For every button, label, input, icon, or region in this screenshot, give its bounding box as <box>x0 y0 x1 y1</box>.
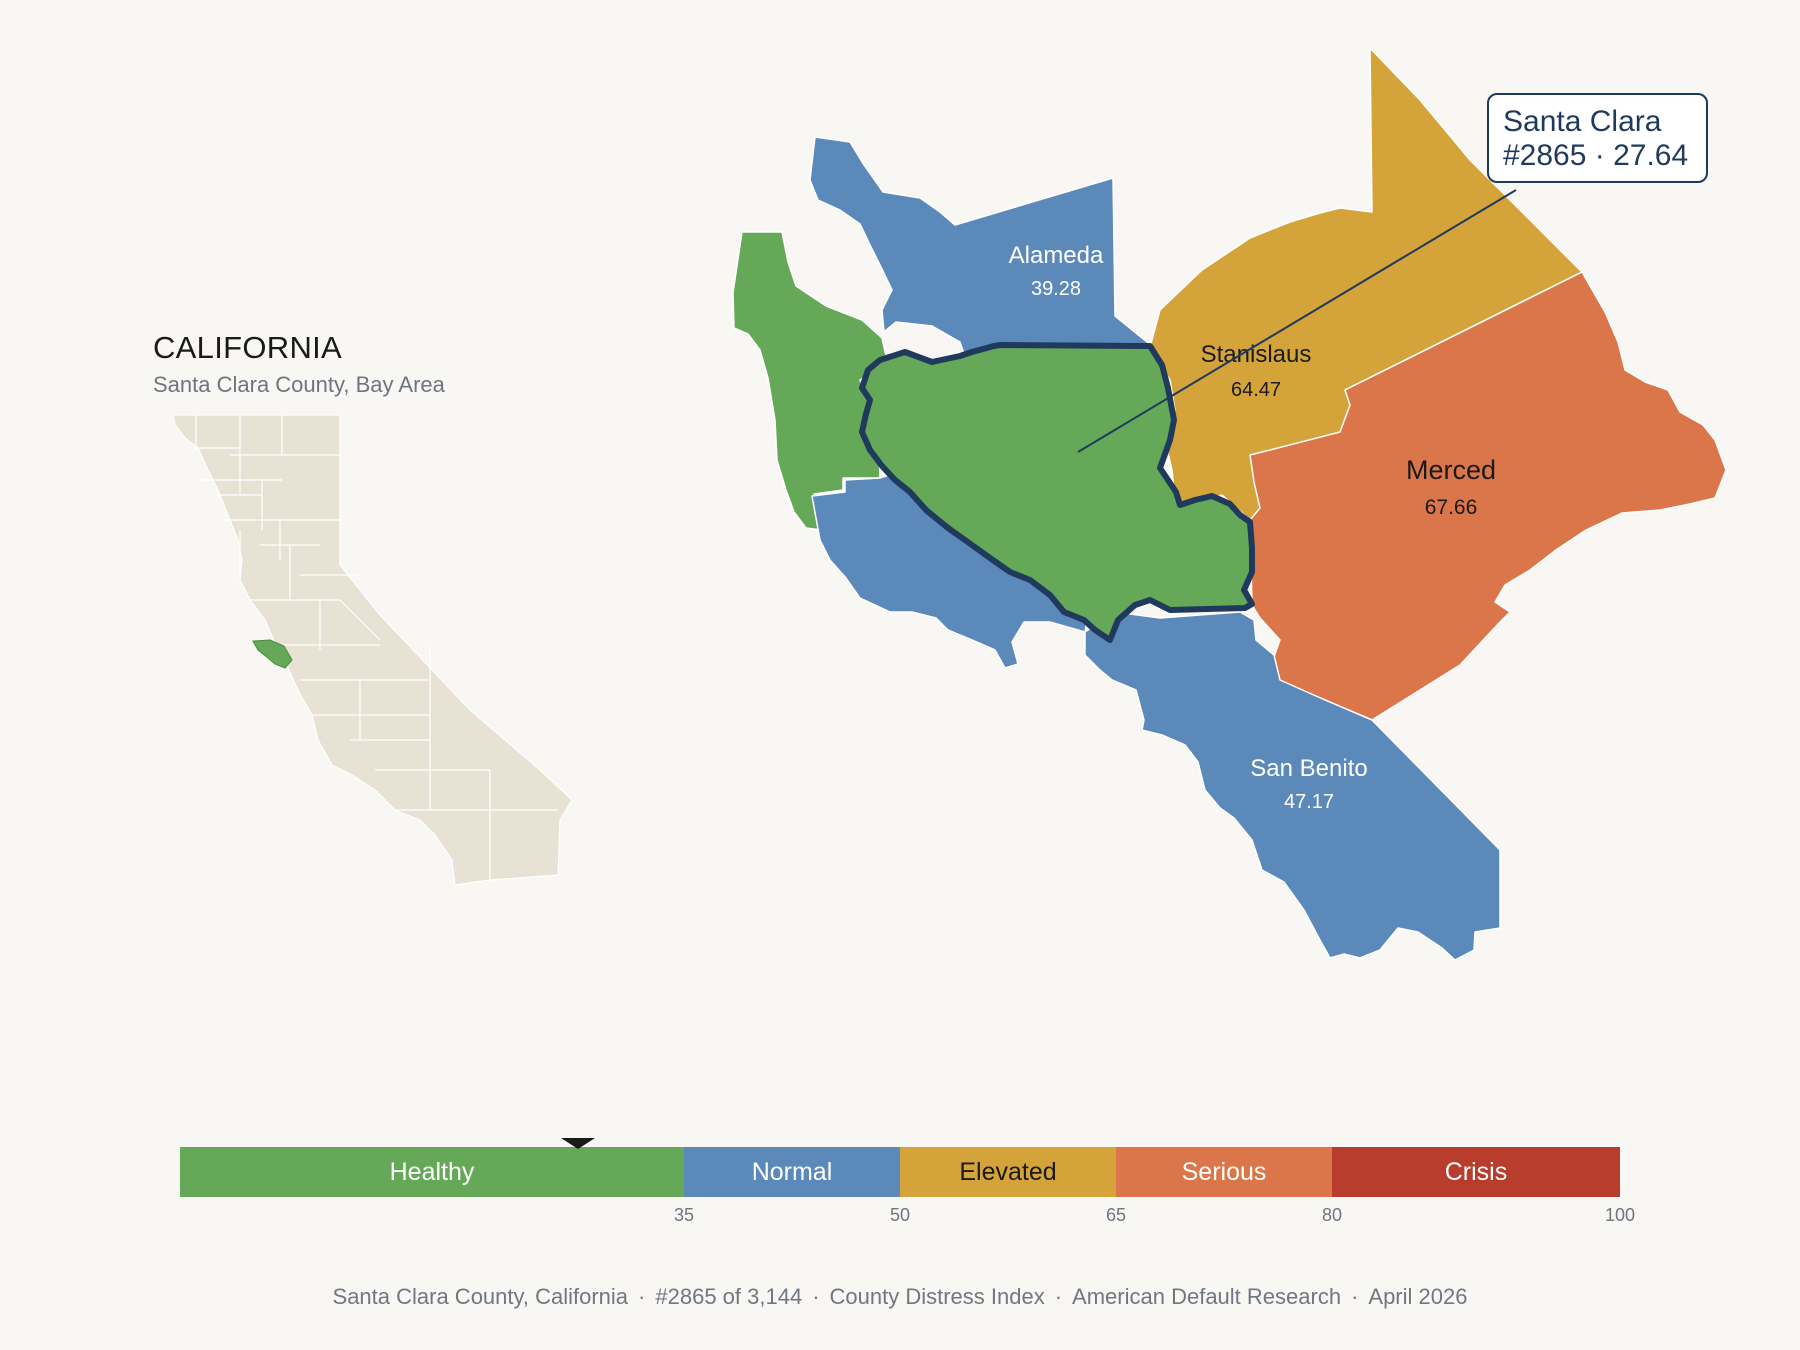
county-label-san-benito: San Benito <box>1250 755 1367 782</box>
county-score-merced: 67.66 <box>1425 496 1478 519</box>
scale-marker-icon <box>561 1138 596 1149</box>
county-shape-merced <box>1249 271 1727 721</box>
california-shape <box>172 414 573 886</box>
inset-subtitle: Santa Clara County, Bay Area <box>153 372 445 397</box>
scale-tick-label: 100 <box>1605 1205 1635 1225</box>
inset-title: CALIFORNIA <box>153 330 343 365</box>
callout-rank-score: #2865 · 27.64 <box>1503 139 1689 172</box>
footer: Santa Clara County, California · #2865 of … <box>0 1284 1800 1310</box>
footer-separator: · <box>812 1284 820 1309</box>
distress-scale: Healthy Normal Elevated Serious Crisis 35 50 65… <box>180 1138 1635 1225</box>
footer-county: Santa Clara County, California <box>332 1284 629 1309</box>
county-shape-alameda <box>809 136 1153 361</box>
footer-separator: · <box>638 1284 646 1309</box>
footer-rank: #2865 of 3,144 <box>655 1284 803 1309</box>
county-shape-san-benito <box>1084 611 1501 961</box>
scale-band-healthy <box>180 1147 684 1197</box>
scale-band-label-normal: Normal <box>752 1158 833 1186</box>
footer-index: County Distress Index <box>829 1284 1045 1309</box>
footer-separator: · <box>1351 1284 1359 1309</box>
scale-tick-label: 80 <box>1322 1205 1342 1225</box>
county-shape-san-mateo <box>732 231 887 531</box>
scale-band-elevated <box>900 1147 1116 1197</box>
california-inset <box>172 414 573 886</box>
footer-source: American Default Research <box>1072 1284 1342 1309</box>
scale-band-label-serious: Serious <box>1182 1158 1267 1186</box>
county-score-stanislaus: 64.47 <box>1231 379 1281 401</box>
scale-band-normal <box>684 1147 900 1197</box>
scale-tick-label: 35 <box>674 1205 694 1225</box>
scale-tick-label: 50 <box>890 1205 910 1225</box>
scale-band-serious <box>1116 1147 1332 1197</box>
california-santa-clara-highlight <box>252 639 293 669</box>
county-labels: Alameda 39.28 Stanislaus 64.47 Merced 67… <box>1009 242 1496 813</box>
footer-separator: · <box>1054 1284 1063 1309</box>
county-map <box>732 47 1727 961</box>
scale-band-label-crisis: Crisis <box>1445 1158 1508 1186</box>
scale-band-label-elevated: Elevated <box>959 1158 1056 1186</box>
focus-county-callout: Santa Clara #2865 · 27.64 <box>1487 93 1708 183</box>
county-label-alameda: Alameda <box>1009 242 1104 269</box>
county-score-san-benito: 47.17 <box>1284 791 1334 813</box>
scale-band-crisis <box>1332 1147 1620 1197</box>
scale-tick-label: 65 <box>1106 1205 1126 1225</box>
county-label-merced: Merced <box>1406 455 1496 485</box>
county-shape-santa-clara <box>859 342 1255 643</box>
footer-date: April 2026 <box>1368 1284 1468 1309</box>
scale-band-label-healthy: Healthy <box>390 1158 475 1186</box>
callout-leader-line <box>1077 189 1517 453</box>
county-score-alameda: 39.28 <box>1031 278 1081 300</box>
california-county-lines <box>195 415 558 880</box>
callout-county-name: Santa Clara <box>1503 105 1662 138</box>
